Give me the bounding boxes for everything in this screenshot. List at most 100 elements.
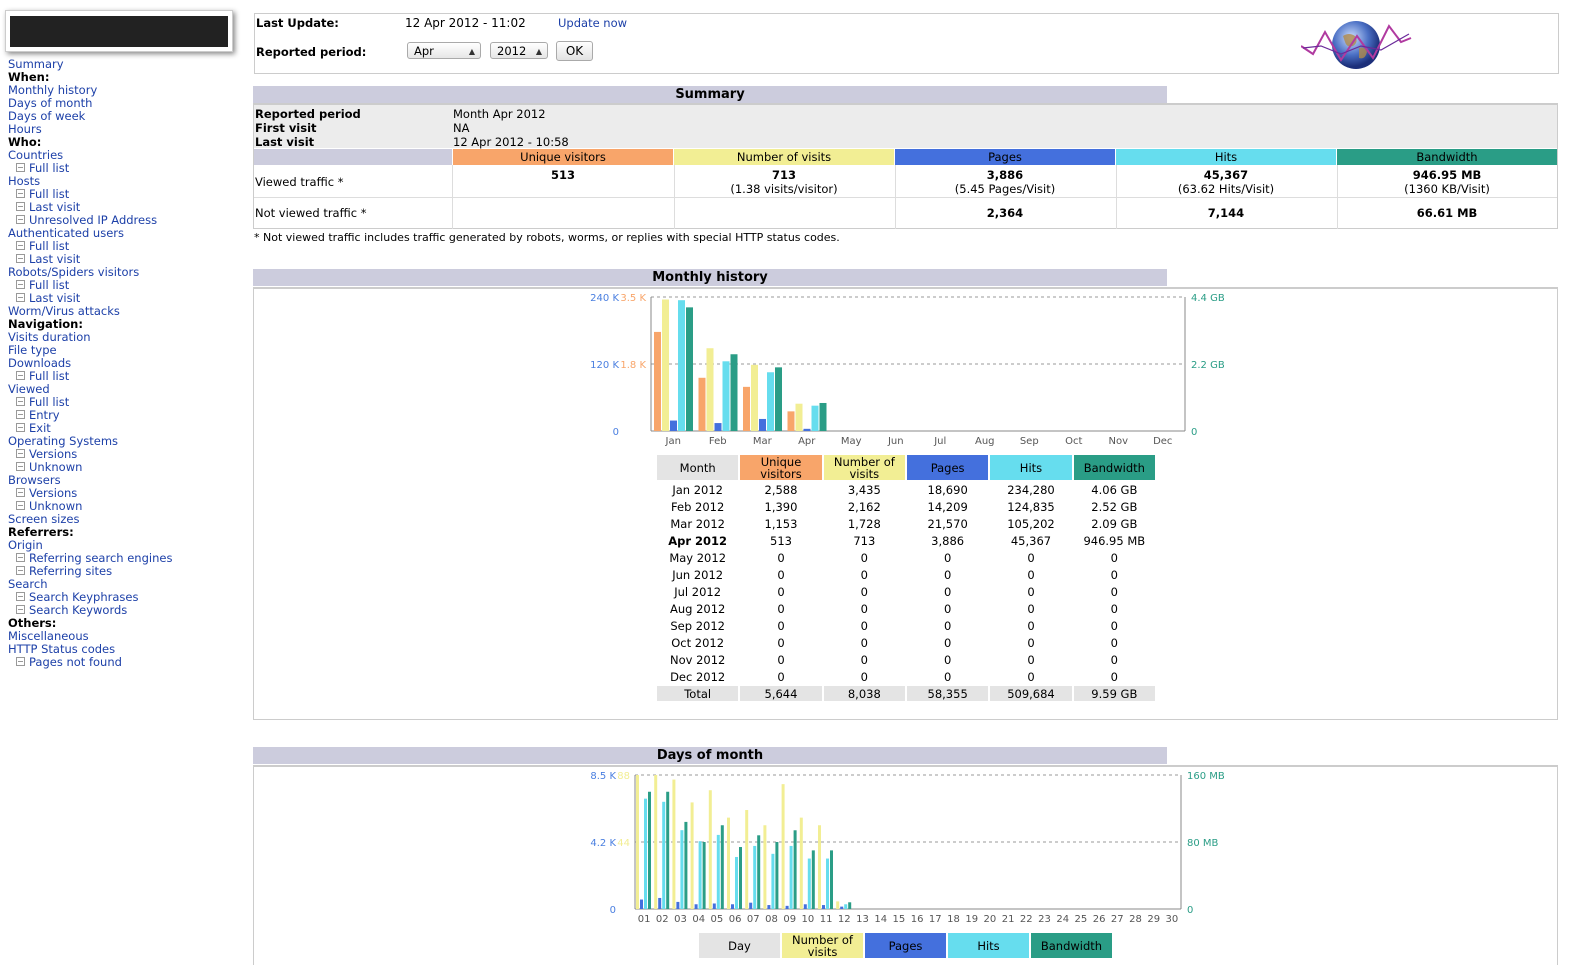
sidebar-subitem-search-search-keywords[interactable]: Search Keywords bbox=[8, 604, 172, 617]
table-row: Nov 2012 0 0 0 0 0 bbox=[657, 652, 1155, 667]
sidebar-item-robots-spiders-visitors[interactable]: Robots/Spiders visitors bbox=[8, 266, 172, 279]
table-row: Dec 2012 0 0 0 0 0 bbox=[657, 669, 1155, 684]
sidebar-item-days-of-week[interactable]: Days of week bbox=[8, 110, 172, 123]
sidebar-item-label: Others: bbox=[8, 616, 57, 630]
month-cell: Jan 2012 bbox=[672, 482, 723, 497]
monthly-history-title: Monthly history bbox=[253, 269, 1167, 286]
sidebar-subitem-viewed-exit[interactable]: Exit bbox=[8, 422, 172, 435]
year-select[interactable]: 2012 ▲ bbox=[490, 42, 548, 59]
sidebar-item-viewed[interactable]: Viewed bbox=[8, 383, 172, 396]
x-tick-aug: Aug bbox=[975, 436, 995, 447]
value-cell: 0 bbox=[1027, 652, 1035, 667]
bar-pages-02 bbox=[658, 897, 662, 909]
first-visit-label: First visit bbox=[255, 121, 317, 135]
reported-period-row-label: Reported period bbox=[255, 107, 361, 121]
sidebar-item-downloads[interactable]: Downloads bbox=[8, 357, 172, 370]
value-cell: 3,886 bbox=[931, 533, 965, 548]
update-now-link[interactable]: Update now bbox=[558, 16, 628, 30]
sidebar-item-visits-duration[interactable]: Visits duration bbox=[8, 331, 172, 344]
sidebar-menu: Summary When: Monthly history Days of month… bbox=[8, 58, 172, 669]
value-cell: 2,588 bbox=[764, 482, 798, 497]
last-visit-label: Last visit bbox=[255, 135, 315, 149]
sidebar-item-operating-systems[interactable]: Operating Systems bbox=[8, 435, 172, 448]
sidebar-item-authenticated-users[interactable]: Authenticated users bbox=[8, 227, 172, 240]
monthly-col-hits: Hits bbox=[990, 455, 1072, 480]
sidebar-subitem-hosts-last-visit[interactable]: Last visit bbox=[8, 201, 172, 214]
sidebar-item-monthly-history[interactable]: Monthly history bbox=[8, 84, 172, 97]
sidebar-item-label: Operating Systems bbox=[8, 434, 119, 448]
sidebar-subitem-browsers-versions[interactable]: Versions bbox=[8, 487, 172, 500]
expand-box-icon bbox=[16, 592, 25, 601]
sidebar-subitem-viewed-entry[interactable]: Entry bbox=[8, 409, 172, 422]
monthly-table-body: Jan 2012 2,588 3,435 18,690 234,280 4.06 GB Fe… bbox=[657, 482, 1155, 701]
bar-number-of-visits-05 bbox=[708, 790, 712, 909]
x-tick-14: 14 bbox=[874, 914, 887, 925]
bar-unique-visitors-jan bbox=[654, 331, 661, 431]
sidebar-item-label: Hours bbox=[8, 122, 42, 136]
sidebar-subitem-robots-spiders-visitors-full-list[interactable]: Full list bbox=[8, 279, 172, 292]
bar-hits-11 bbox=[826, 858, 829, 909]
days-col-number-of-visits: Number of visits bbox=[782, 933, 863, 958]
bar-number-of-visits-11 bbox=[818, 825, 821, 909]
sidebar-item-countries[interactable]: Countries bbox=[8, 149, 172, 162]
bar-pages-10 bbox=[803, 904, 807, 909]
bar-number-of-visits-06 bbox=[727, 817, 730, 909]
sidebar-subitem-hosts-full-list[interactable]: Full list bbox=[8, 188, 172, 201]
header-panel: Last Update: 12 Apr 2012 - 11:02 Update … bbox=[254, 13, 1559, 74]
value-cell: 0 bbox=[1110, 669, 1118, 684]
sidebar-item-label: Who: bbox=[8, 135, 42, 149]
sidebar-subitem-robots-spiders-visitors-last-visit[interactable]: Last visit bbox=[8, 292, 172, 305]
sidebar-subitem-authenticated-users-full-list[interactable]: Full list bbox=[8, 240, 172, 253]
bar-unique-visitors-feb bbox=[698, 377, 706, 431]
x-tick-08: 08 bbox=[765, 914, 778, 925]
value-cell: 0 bbox=[1027, 635, 1035, 650]
sidebar-item-search[interactable]: Search bbox=[8, 578, 172, 591]
expand-box-icon bbox=[16, 605, 25, 614]
monthly-col-month: Month bbox=[657, 455, 739, 480]
month-select[interactable]: Apr ▲ bbox=[407, 42, 481, 59]
table-row: Sep 2012 0 0 0 0 0 bbox=[657, 618, 1155, 633]
value-cell: 0 bbox=[860, 618, 868, 633]
x-tick-17: 17 bbox=[929, 914, 942, 925]
sidebar-item-file-type[interactable]: File type bbox=[8, 344, 172, 357]
sidebar-item-label: Entry bbox=[29, 408, 60, 422]
sidebar-item-browsers[interactable]: Browsers bbox=[8, 474, 172, 487]
sidebar-subitem-authenticated-users-last-visit[interactable]: Last visit bbox=[8, 253, 172, 266]
sidebar-subitem-countries-full-list[interactable]: Full list bbox=[8, 162, 172, 175]
sidebar-subitem-http-status-codes-pages-not-found[interactable]: Pages not found bbox=[8, 656, 172, 669]
value-cell: 0 bbox=[777, 601, 785, 616]
value-cell: 0 bbox=[1027, 601, 1035, 616]
value-cell: 4.06 GB bbox=[1091, 482, 1138, 497]
sidebar-subitem-origin-referring-search-engines[interactable]: Referring search engines bbox=[8, 552, 172, 565]
sidebar-subitem-hosts-unresolved-ip-address[interactable]: Unresolved IP Address bbox=[8, 214, 172, 227]
sidebar-subitem-viewed-full-list[interactable]: Full list bbox=[8, 396, 172, 409]
x-tick-23: 23 bbox=[1038, 914, 1051, 925]
sidebar-item-origin[interactable]: Origin bbox=[8, 539, 172, 552]
sidebar-item-days-of-month[interactable]: Days of month bbox=[8, 97, 172, 110]
month-cell: Oct 2012 bbox=[671, 635, 725, 650]
bar-hits-09 bbox=[789, 845, 793, 909]
sidebar-subitem-origin-referring-sites[interactable]: Referring sites bbox=[8, 565, 172, 578]
sidebar-subitem-operating-systems-versions[interactable]: Versions bbox=[8, 448, 172, 461]
sidebar-item-summary[interactable]: Summary bbox=[8, 58, 172, 71]
bar-hits-07 bbox=[753, 845, 757, 909]
sidebar-heading-who: Who: bbox=[8, 136, 172, 149]
sidebar-item-http-status-codes[interactable]: HTTP Status codes bbox=[8, 643, 172, 656]
sidebar-subitem-operating-systems-unknown[interactable]: Unknown bbox=[8, 461, 172, 474]
sidebar-item-miscellaneous[interactable]: Miscellaneous bbox=[8, 630, 172, 643]
viewed-pages: 3,886 (5.45 Pages/Visit) bbox=[895, 168, 1115, 196]
sidebar-item-hours[interactable]: Hours bbox=[8, 123, 172, 136]
sidebar-subitem-downloads-full-list[interactable]: Full list bbox=[8, 370, 172, 383]
x-tick-07: 07 bbox=[747, 914, 760, 925]
left-inner-axis-tick: 1.8 K bbox=[620, 360, 646, 371]
month-cell: Jun 2012 bbox=[672, 567, 724, 582]
ok-button[interactable]: OK bbox=[556, 41, 593, 61]
sidebar-item-screen-sizes[interactable]: Screen sizes bbox=[8, 513, 172, 526]
sidebar-item-hosts[interactable]: Hosts bbox=[8, 175, 172, 188]
left-axis-tick: 240 K bbox=[590, 293, 619, 304]
sidebar-item-label: Full list bbox=[29, 161, 70, 175]
sidebar-subitem-browsers-unknown[interactable]: Unknown bbox=[8, 500, 172, 513]
sidebar-subitem-search-search-keyphrases[interactable]: Search Keyphrases bbox=[8, 591, 172, 604]
sidebar-item-label: Full list bbox=[29, 369, 70, 383]
sidebar-item-worm-virus-attacks[interactable]: Worm/Virus attacks bbox=[8, 305, 172, 318]
